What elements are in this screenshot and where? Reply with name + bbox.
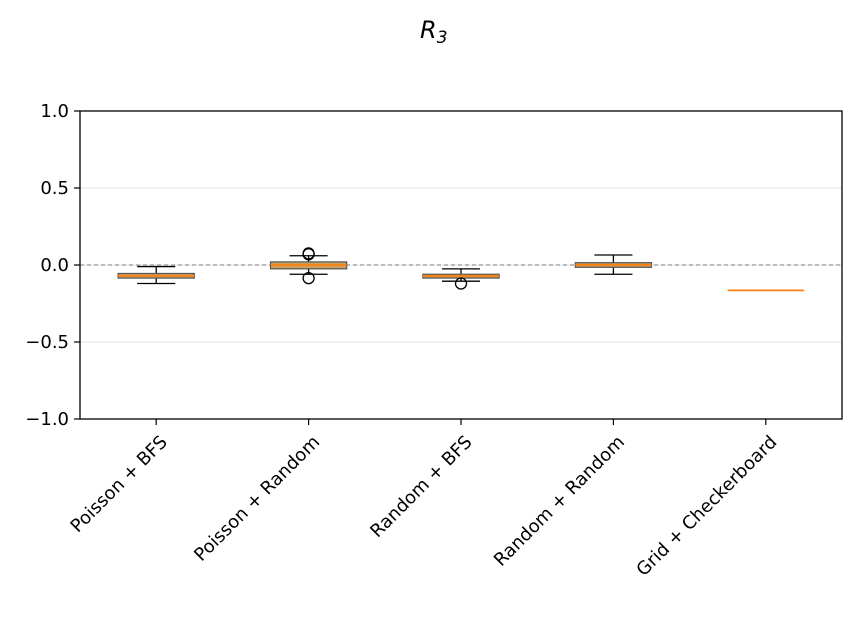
outlier-point: [302, 247, 315, 260]
chart-title-main: R: [420, 16, 437, 44]
outlier-point: [302, 271, 315, 285]
y-tick-label: 1.0: [40, 101, 69, 122]
x-tick-label: Random + BFS: [366, 432, 476, 542]
boxes-layer: [117, 247, 804, 292]
x-axis: Poisson + BFS Poisson + Random Random + BF…: [67, 419, 782, 581]
x-tick-label: Poisson + Random: [190, 432, 324, 566]
chart-title: R3: [420, 16, 448, 48]
y-axis: −1.0 −0.5 0.0 0.5 1.0: [25, 101, 80, 430]
y-tick-label: −1.0: [25, 409, 69, 430]
x-tick-label: Random + Random: [490, 432, 629, 571]
y-tick-label: 0.0: [40, 255, 69, 276]
y-tick-label: −0.5: [25, 332, 69, 353]
box-group: [574, 254, 653, 275]
box-group: [422, 268, 500, 290]
x-tick-label: Grid + Checkerboard: [633, 432, 782, 581]
y-tick-label: 0.5: [40, 178, 69, 199]
outlier-point: [454, 277, 468, 290]
chart-title-subscript: 3: [437, 28, 448, 48]
x-tick-label: Poisson + BFS: [67, 432, 172, 537]
box-group: [269, 247, 348, 285]
box-group: [117, 265, 195, 285]
